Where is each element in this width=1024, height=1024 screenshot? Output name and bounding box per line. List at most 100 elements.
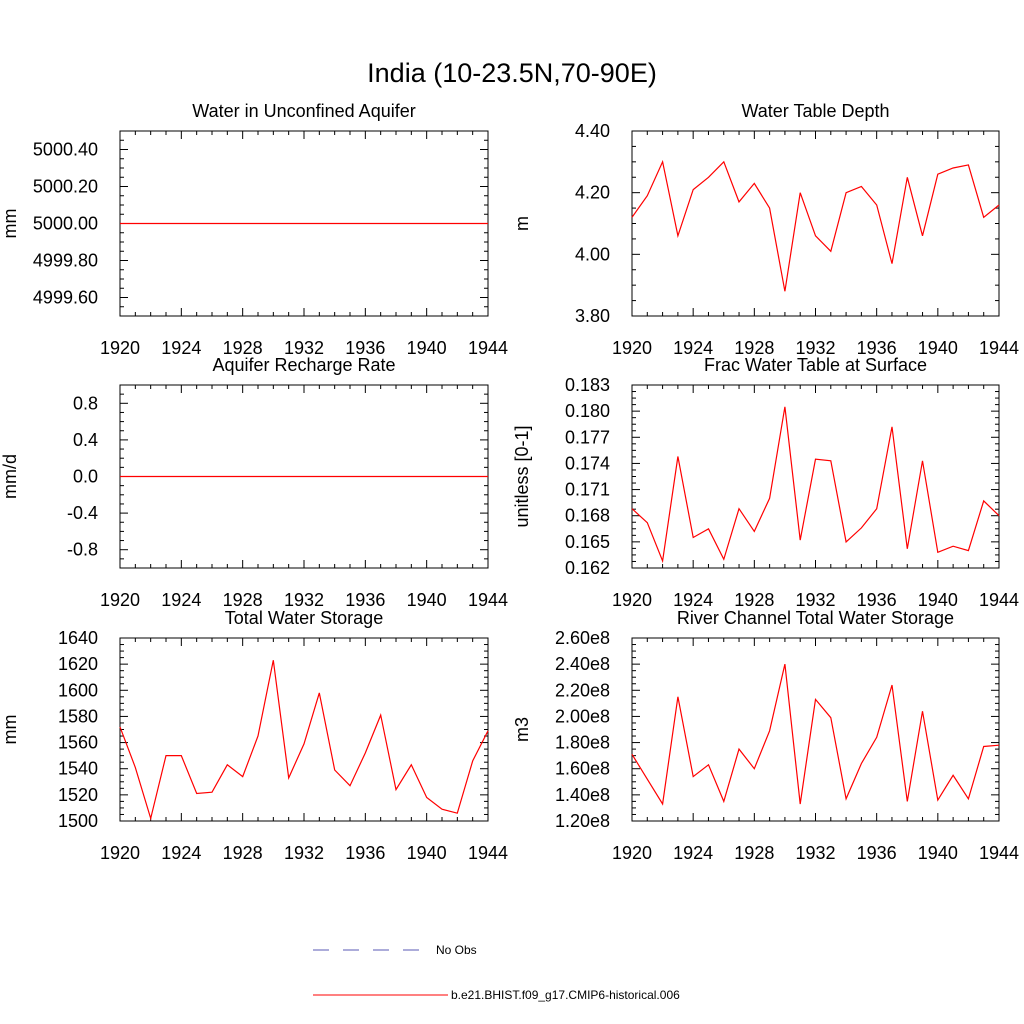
x-tick-label: 1944 <box>979 338 1019 358</box>
y-tick-label: 5000.40 <box>33 140 98 160</box>
x-tick-label: 1940 <box>407 590 447 610</box>
y-tick-label: -0.8 <box>67 540 98 560</box>
chart-panel: Total Water Storage mm 1920 1924 1928 1932 193… <box>0 608 508 863</box>
y-axis-label: mm <box>0 209 20 239</box>
x-tick-label: 1936 <box>345 590 385 610</box>
chart-panel: Aquifer Recharge Rate mm/d 1920 1924 1928 193… <box>0 355 508 610</box>
y-tick-label: 1620 <box>58 654 98 674</box>
x-tick-label: 1928 <box>734 843 774 863</box>
y-tick-label: 4999.60 <box>33 288 98 308</box>
x-tick-label: 1940 <box>407 843 447 863</box>
x-tick-label: 1944 <box>468 843 508 863</box>
x-tick-label: 1928 <box>734 590 774 610</box>
x-tick-label: 1932 <box>795 338 835 358</box>
y-tick-label: 5000.20 <box>33 177 98 197</box>
legend-model-label: b.e21.BHIST.f09_g17.CMIP6-historical.006 <box>451 988 680 1002</box>
legend: No Obs b.e21.BHIST.f09_g17.CMIP6-histori… <box>313 943 680 1002</box>
y-tick-label: 2.40e8 <box>555 654 610 674</box>
y-axis-label: mm/d <box>0 454 20 499</box>
x-tick-label: 1920 <box>100 590 140 610</box>
x-tick-label: 1936 <box>857 843 897 863</box>
y-tick-label: 0.8 <box>73 393 98 413</box>
x-tick-label: 1920 <box>100 338 140 358</box>
chart-panel: Water in Unconfined Aquifer mm 1920 1924 192… <box>0 101 508 358</box>
x-tick-label: 1920 <box>100 843 140 863</box>
y-tick-label: 0.168 <box>565 506 610 526</box>
y-tick-label: 0.162 <box>565 558 610 578</box>
chart-title: Water Table Depth <box>741 101 889 121</box>
x-tick-label: 1940 <box>918 338 958 358</box>
y-tick-label: 2.20e8 <box>555 680 610 700</box>
x-tick-label: 1928 <box>223 590 263 610</box>
y-tick-label: 0.177 <box>565 427 610 447</box>
x-tick-label: 1940 <box>918 590 958 610</box>
x-tick-label: 1936 <box>345 843 385 863</box>
y-tick-label: 1580 <box>58 706 98 726</box>
y-tick-label: 1520 <box>58 785 98 805</box>
y-tick-label: 1.60e8 <box>555 759 610 779</box>
series-line <box>631 406 1000 564</box>
x-tick-label: 1936 <box>345 338 385 358</box>
x-tick-label: 1924 <box>161 338 201 358</box>
y-tick-label: 3.80 <box>575 306 610 326</box>
y-axis-label: m <box>512 216 532 231</box>
x-tick-label: 1924 <box>673 590 713 610</box>
y-tick-label: 1540 <box>58 759 98 779</box>
y-axis-label: m3 <box>512 717 532 742</box>
x-tick-label: 1940 <box>407 338 447 358</box>
legend-obs-label: No Obs <box>436 943 477 957</box>
y-tick-label: 0.180 <box>565 401 610 421</box>
chart-panel: Frac Water Table at Surface unitless [0-1… <box>512 355 1019 610</box>
y-tick-label: -0.4 <box>67 503 98 523</box>
figure-title: India (10-23.5N,70-90E) <box>367 58 657 88</box>
x-tick-label: 1928 <box>734 338 774 358</box>
x-tick-label: 1944 <box>979 590 1019 610</box>
x-tick-label: 1928 <box>223 843 263 863</box>
x-tick-label: 1924 <box>161 590 201 610</box>
y-tick-label: 1.20e8 <box>555 811 610 831</box>
y-tick-label: 1500 <box>58 811 98 831</box>
chart-title: Total Water Storage <box>225 608 383 628</box>
y-tick-label: 4.20 <box>575 183 610 203</box>
x-tick-label: 1940 <box>918 843 958 863</box>
chart-title: River Channel Total Water Storage <box>677 608 954 628</box>
chart-title: Frac Water Table at Surface <box>704 355 927 375</box>
x-tick-label: 1920 <box>612 590 652 610</box>
x-tick-label: 1944 <box>468 590 508 610</box>
y-axis-label: unitless [0-1] <box>512 425 532 527</box>
y-tick-label: 1600 <box>58 680 98 700</box>
series-line <box>631 159 1000 292</box>
x-tick-label: 1928 <box>223 338 263 358</box>
y-tick-label: 2.00e8 <box>555 706 610 726</box>
y-tick-label: 0.174 <box>565 453 610 473</box>
chart-title: Aquifer Recharge Rate <box>212 355 395 375</box>
y-tick-label: 4.00 <box>575 244 610 264</box>
panel-grid: Water in Unconfined Aquifer mm 1920 1924 192… <box>0 101 1019 863</box>
y-tick-label: 4.40 <box>575 121 610 141</box>
x-tick-label: 1936 <box>857 338 897 358</box>
x-tick-label: 1932 <box>795 590 835 610</box>
y-axis-label: mm <box>0 715 20 745</box>
chart-title: Water in Unconfined Aquifer <box>192 101 415 121</box>
y-tick-label: 4999.80 <box>33 251 98 271</box>
y-tick-label: 0.183 <box>565 375 610 395</box>
y-tick-label: 1.80e8 <box>555 733 610 753</box>
chart-panel: Water Table Depth m 1920 1924 1928 1932 1936 19… <box>512 101 1019 358</box>
x-tick-label: 1920 <box>612 843 652 863</box>
y-tick-label: 1.40e8 <box>555 785 610 805</box>
x-tick-label: 1932 <box>284 843 324 863</box>
y-tick-label: 1560 <box>58 733 98 753</box>
x-tick-label: 1920 <box>612 338 652 358</box>
x-tick-label: 1932 <box>284 590 324 610</box>
y-tick-label: 0.0 <box>73 467 98 487</box>
y-tick-label: 0.165 <box>565 532 610 552</box>
y-tick-label: 2.60e8 <box>555 628 610 648</box>
x-tick-label: 1924 <box>673 843 713 863</box>
x-tick-label: 1944 <box>468 338 508 358</box>
y-tick-label: 5000.00 <box>33 214 98 234</box>
x-tick-label: 1944 <box>979 843 1019 863</box>
x-tick-label: 1932 <box>795 843 835 863</box>
